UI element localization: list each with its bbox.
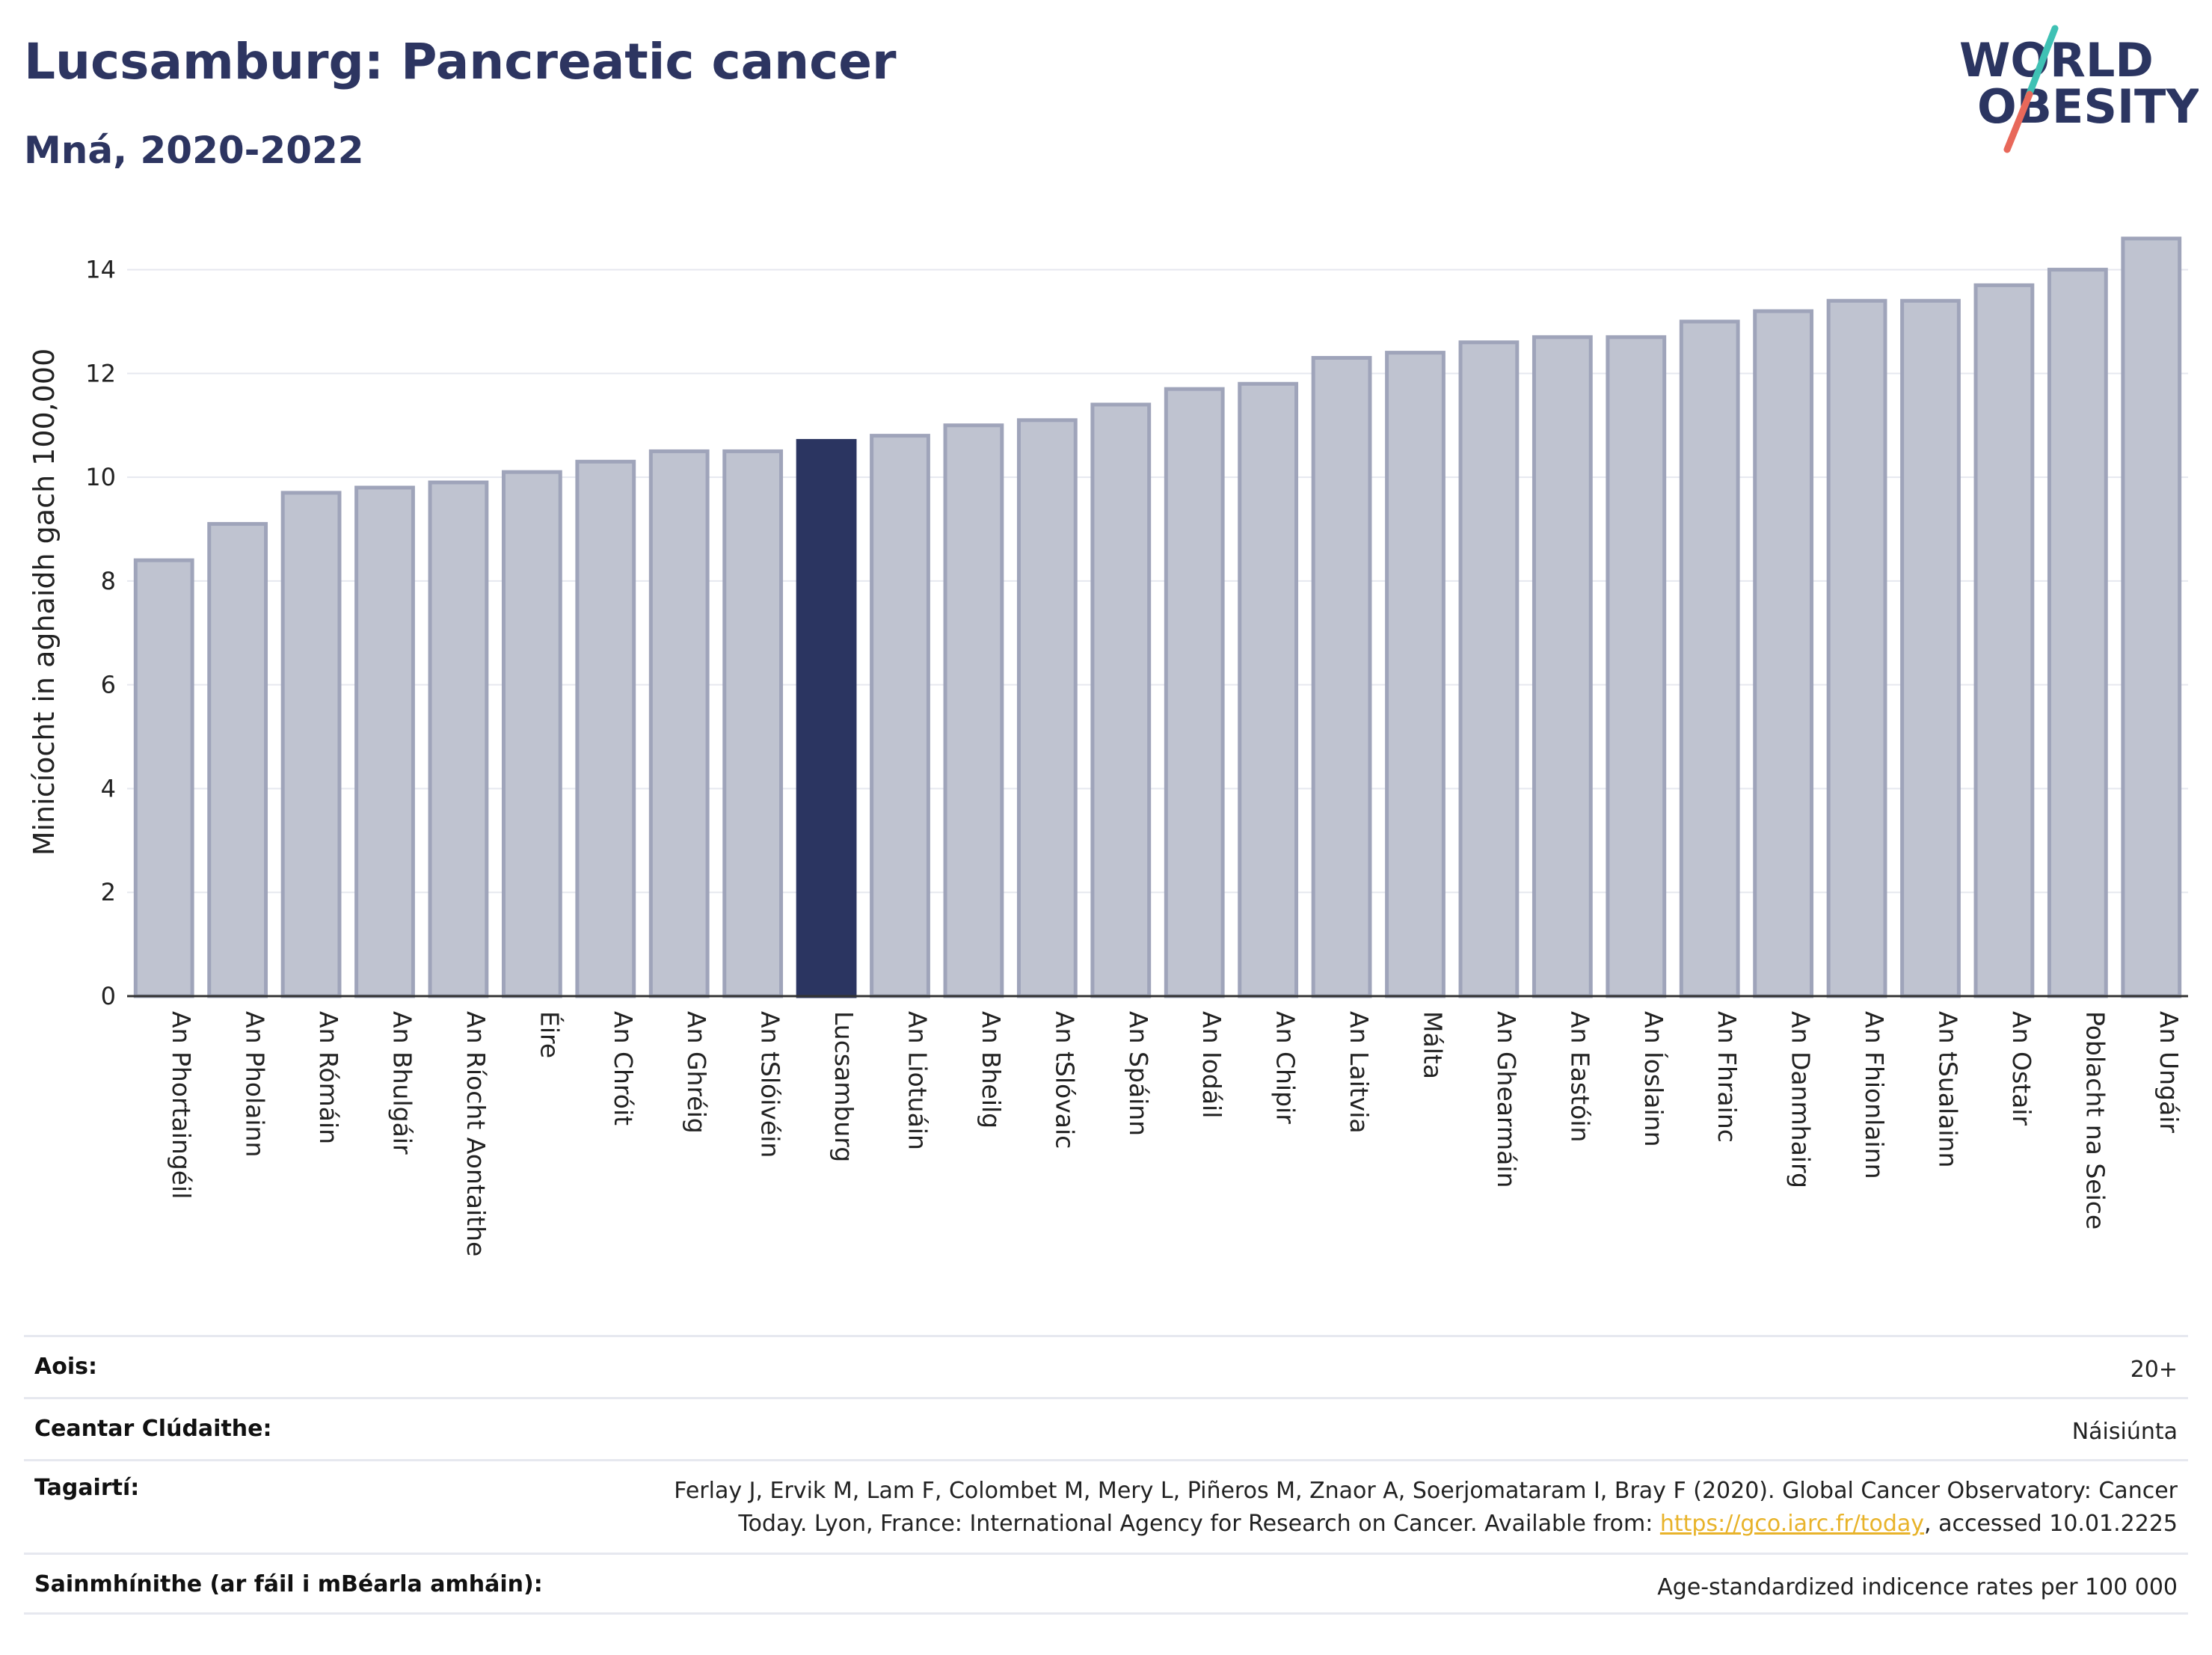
reference-line-1: Ferlay J, Ervik M, Lam F, Colombet M, Me… — [674, 1478, 2178, 1504]
x-tick-label: An tSualainn — [1934, 1011, 1963, 1167]
logo-word-world: WORLD — [1959, 33, 2154, 87]
info-row-references: Tagairtí: Ferlay J, Ervik M, Lam F, Colo… — [24, 1459, 2188, 1553]
x-tick-label: An tSlóivéin — [756, 1011, 785, 1158]
info-key-references: Tagairtí: — [34, 1475, 140, 1501]
x-tick-label: An Ostair — [2007, 1011, 2036, 1126]
info-table: Aois: 20+ Ceantar Clúdaithe: Náisiúnta T… — [24, 1335, 2188, 1615]
x-tick-label: An Phortaingéil — [167, 1011, 196, 1199]
x-tick-label: Lucsamburg — [829, 1011, 858, 1162]
y-tick-label: 4 — [101, 774, 116, 802]
x-tick-label: An Chipir — [1271, 1011, 1300, 1124]
bar — [2047, 268, 2108, 998]
x-tick-label: An Ungáir — [2154, 1011, 2184, 1133]
x-tick-label: An Bhulgáir — [388, 1011, 417, 1155]
bar — [1826, 298, 1887, 998]
bar — [207, 522, 268, 998]
bar — [133, 558, 194, 998]
reference-line-2-post: , accessed 10.01.2225 — [1924, 1511, 2178, 1537]
bars — [133, 236, 2182, 998]
logo-slash-teal — [2024, 25, 2059, 101]
x-tick-label: An Iodáil — [1197, 1011, 1226, 1118]
bar — [870, 434, 930, 998]
info-value-definitions: Age-standardized indicence rates per 100… — [1657, 1574, 2178, 1600]
bar — [1606, 335, 1667, 998]
bar — [1311, 356, 1372, 998]
x-tick-label: Poblacht na Seice — [2080, 1011, 2110, 1229]
x-axis-labels: An Phortaingéil An Pholainn An Rómáin An Bh… — [167, 1011, 2184, 1256]
bar — [354, 485, 415, 998]
info-row-coverage: Ceantar Clúdaithe: Náisiúnta — [24, 1397, 2188, 1459]
world-obesity-logo: WORLD OBESITY — [1959, 25, 2199, 153]
bar — [648, 449, 710, 998]
info-key-definitions: Sainmhínithe (ar fáil i mBéarla amháin): — [34, 1571, 543, 1597]
logo-slash-red — [2003, 90, 2033, 153]
bar — [1973, 283, 2035, 998]
bar — [1900, 298, 1961, 998]
bar — [722, 449, 784, 998]
y-tick-label: 6 — [101, 671, 116, 699]
bar — [428, 480, 489, 998]
chart-subtitle: Mná, 2020-2022 — [24, 129, 364, 172]
x-tick-label: Málta — [1419, 1011, 1448, 1079]
y-tick-label: 12 — [85, 359, 116, 387]
bar — [1458, 340, 1520, 998]
x-tick-label: An Spáinn — [1124, 1011, 1153, 1136]
y-tick-label: 0 — [101, 982, 116, 1010]
bar — [1385, 351, 1446, 998]
x-tick-label: An Bheilg — [977, 1011, 1006, 1129]
bar — [1238, 381, 1299, 998]
bar-highlighted — [796, 439, 857, 998]
bar — [280, 491, 342, 998]
y-tick-label: 8 — [101, 567, 116, 595]
y-axis-ticks: 0 2 4 6 8 10 12 14 — [85, 256, 116, 1010]
bar — [1753, 309, 1814, 998]
info-value-age: 20+ — [2130, 1357, 2178, 1383]
bar — [2121, 236, 2182, 998]
x-tick-label: An Ghearmáin — [1492, 1011, 1521, 1188]
x-tick-label: An Íoslainn — [1639, 1011, 1669, 1146]
bar — [501, 470, 562, 998]
x-tick-label: An Eastóin — [1565, 1011, 1594, 1142]
reference-line-2-pre: Today. Lyon, France: International Agenc… — [738, 1511, 1660, 1537]
x-tick-label: An tSlóvaic — [1050, 1011, 1079, 1149]
y-tick-label: 14 — [85, 256, 116, 284]
x-tick-label: An Ghréig — [682, 1011, 711, 1134]
x-tick-label: Éire — [535, 1011, 565, 1058]
x-tick-label: An Ríocht Aontaithe — [461, 1011, 491, 1256]
info-key-coverage: Ceantar Clúdaithe: — [34, 1416, 272, 1442]
bar — [1531, 335, 1593, 998]
info-value-references: Ferlay J, Ervik M, Lam F, Colombet M, Me… — [674, 1475, 2178, 1541]
reference-link[interactable]: https://gco.iarc.fr/today — [1659, 1511, 1925, 1537]
bar — [575, 459, 636, 998]
y-tick-label: 2 — [101, 878, 116, 906]
info-key-age: Aois: — [34, 1354, 97, 1380]
info-row-definitions: Sainmhínithe (ar fáil i mBéarla amháin):… — [24, 1553, 2188, 1615]
bar — [1164, 387, 1225, 998]
x-tick-label: An Danmhairg — [1787, 1011, 1816, 1188]
x-tick-label: An Pholainn — [241, 1011, 270, 1157]
bar — [943, 423, 1004, 998]
x-tick-label: An Chróit — [609, 1011, 638, 1126]
bar — [1679, 319, 1740, 998]
x-tick-label: An Rómáin — [314, 1011, 343, 1144]
x-tick-label: An Fhrainc — [1712, 1011, 1742, 1143]
x-tick-label: An Liotuáin — [903, 1011, 933, 1150]
x-tick-label: An Laitvia — [1345, 1011, 1374, 1134]
info-row-age: Aois: 20+ — [24, 1335, 2188, 1397]
bar — [1016, 418, 1078, 998]
y-axis-title: Minicíocht in aghaidh gach 100,000 — [28, 348, 61, 856]
x-tick-label: An Fhionlainn — [1860, 1011, 1889, 1179]
info-value-coverage: Náisiúnta — [2071, 1419, 2178, 1445]
bar — [1090, 402, 1152, 998]
chart-title: Lucsamburg: Pancreatic cancer — [24, 33, 897, 90]
y-tick-label: 10 — [85, 463, 116, 491]
